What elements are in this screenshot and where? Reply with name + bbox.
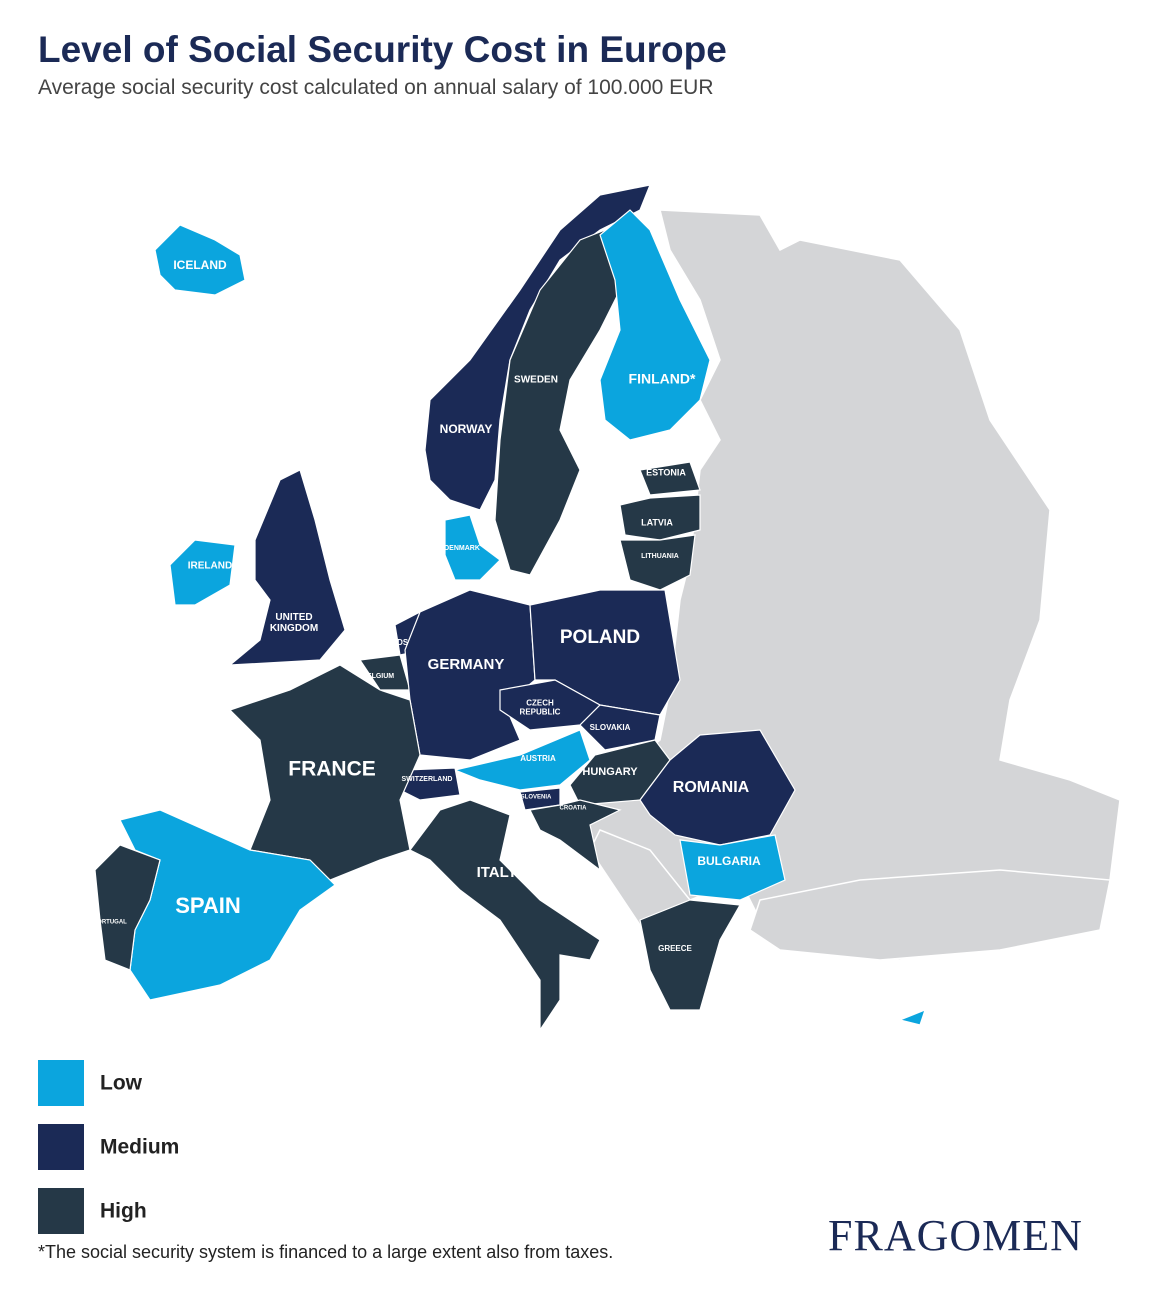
legend-swatch [38, 1124, 84, 1170]
country-label: SWEDEN [514, 375, 558, 386]
country-label: SLOVENIA [521, 795, 552, 801]
country-label: LATVIA [641, 517, 673, 527]
country-label: ICELAND [173, 258, 227, 272]
country-label: SLOVAKIA [590, 723, 631, 732]
country [409, 799, 601, 1032]
footnote: *The social security system is financed … [38, 1242, 613, 1262]
title: Level of Social Security Cost in Europe [38, 29, 727, 70]
country-label: PORTUGAL [93, 920, 127, 926]
country-label: SWITZERLAND [402, 776, 453, 783]
country [154, 224, 246, 296]
legend-label: Low [100, 1072, 143, 1095]
country [404, 589, 536, 761]
country [898, 1008, 926, 1026]
legend-label: Medium [100, 1136, 179, 1159]
country [639, 461, 701, 496]
countries: ICELAND NORWAY SWEDEN FINLAND* ESTONIA LATVIA… [93, 184, 957, 1032]
country-label: CYPRUS [931, 1018, 956, 1024]
country [679, 834, 786, 901]
country [228, 469, 346, 666]
country [444, 514, 501, 581]
country [639, 729, 796, 846]
country-label: DENMARK [444, 545, 480, 552]
country [619, 494, 701, 541]
country-label: CROATIA [560, 806, 588, 812]
land-turkey [749, 869, 1111, 961]
country-label: AUSTRIA [520, 754, 556, 763]
country [639, 899, 741, 1011]
country-label: ROMANIA [673, 779, 750, 796]
logo: FRAGOMEN [828, 1211, 1083, 1260]
country-label: NETHERLANDS [348, 638, 409, 647]
subtitle: Average social security cost calculated … [38, 76, 714, 99]
country-label: BELGIUM [362, 673, 394, 680]
country [619, 534, 696, 591]
country [529, 799, 622, 872]
legend: Low Medium High [38, 1060, 179, 1234]
country-label: ESTONIA [646, 467, 686, 477]
country-label: BULGARIA [697, 854, 761, 868]
country-label: FINLAND* [629, 371, 696, 387]
country-label: UNITED [275, 612, 312, 623]
country-label: GREECE [658, 944, 692, 953]
country-label: HUNGARY [582, 766, 638, 778]
country-label: REPUBLIC [520, 708, 561, 717]
country [579, 704, 661, 751]
country-label: NORWAY [440, 422, 493, 436]
country-label: FRANCE [288, 758, 376, 781]
country-label: POLAND [560, 627, 640, 648]
legend-swatch [38, 1060, 84, 1106]
country-label: GERMANY [428, 656, 505, 673]
country-label: ITALY [477, 864, 518, 881]
country-label: LITHUANIA [641, 553, 679, 560]
country-label: KINGDOM [270, 623, 318, 634]
country-label: IRELAND [188, 561, 232, 572]
country-label: CZECH [526, 699, 554, 708]
country [452, 729, 591, 791]
country [599, 209, 711, 441]
country [94, 844, 161, 971]
country [169, 539, 236, 606]
legend-swatch [38, 1188, 84, 1234]
country-label: SPAIN [175, 893, 241, 918]
country [494, 229, 621, 576]
legend-label: High [100, 1200, 147, 1223]
